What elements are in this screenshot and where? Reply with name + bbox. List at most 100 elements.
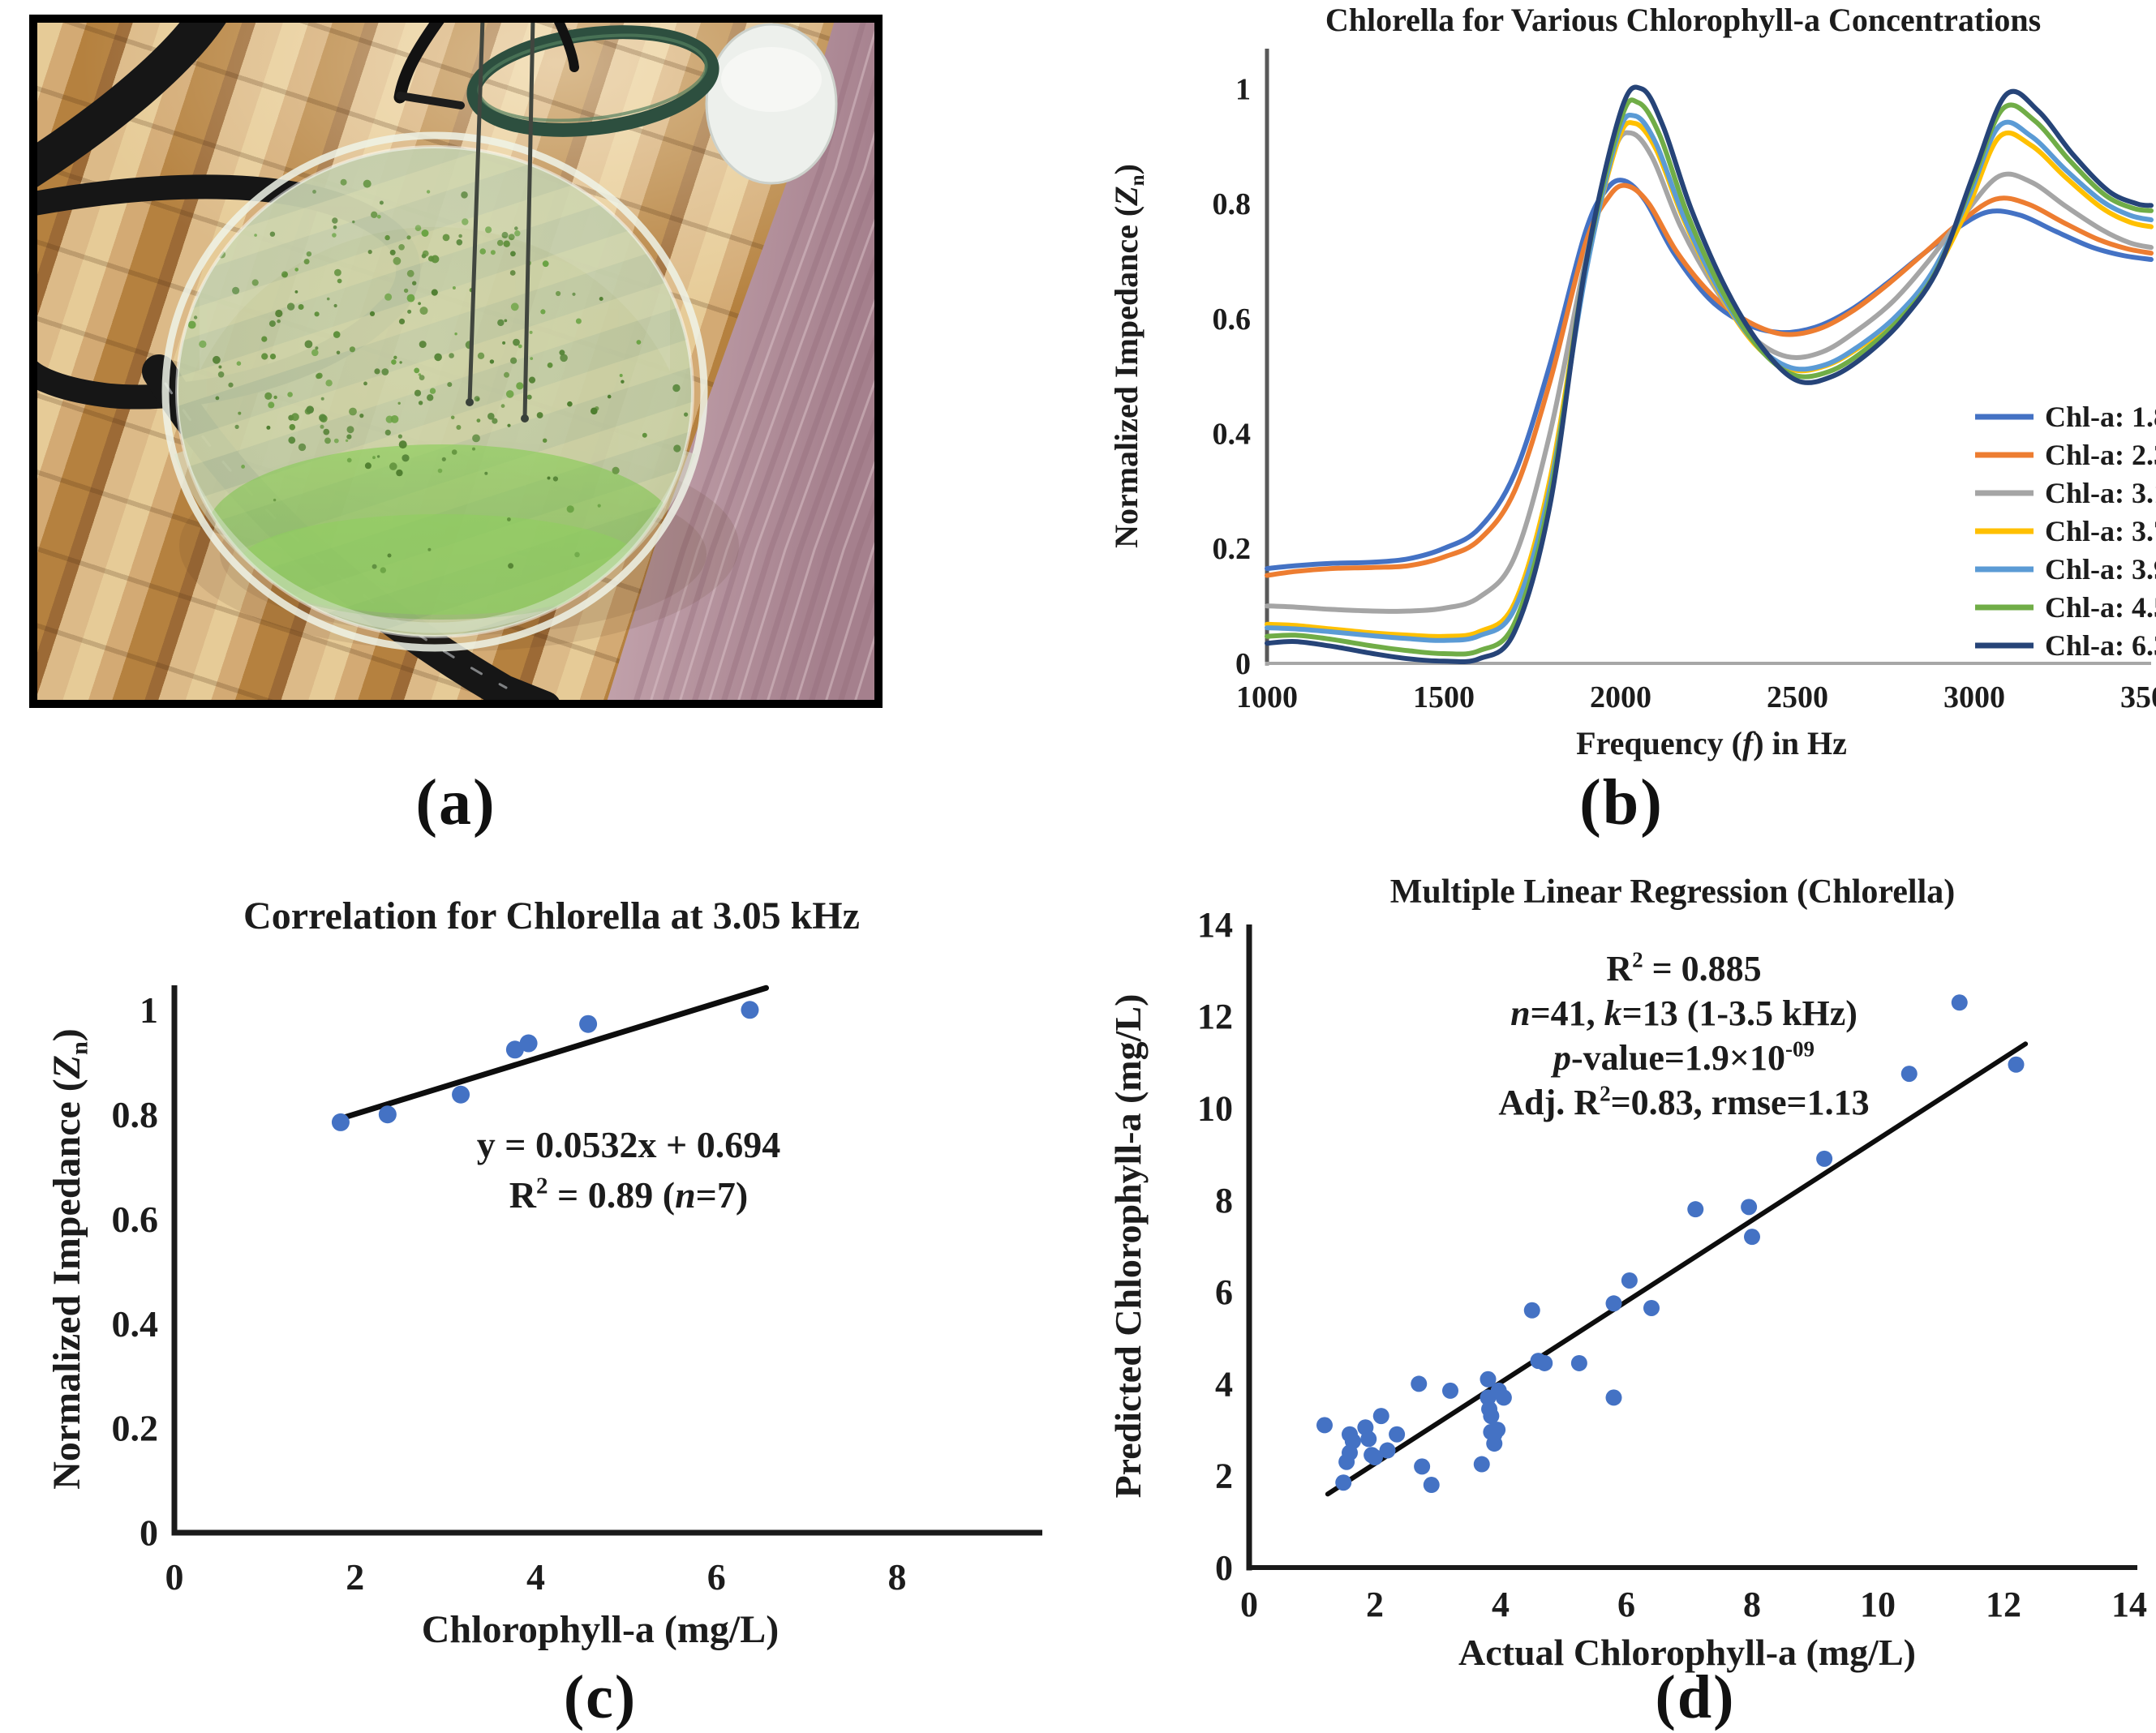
algae-dot bbox=[540, 309, 546, 315]
algae-dot bbox=[458, 234, 462, 238]
algae-dot bbox=[213, 355, 221, 364]
algae-dot bbox=[484, 471, 488, 475]
y-tick-label: 0.8 bbox=[1213, 187, 1252, 221]
algae-dot bbox=[273, 395, 277, 400]
annotation-line: R2 = 0.89 (n=7) bbox=[509, 1173, 748, 1216]
x-tick-label: 3000 bbox=[1943, 680, 2005, 714]
algae-dot bbox=[316, 372, 323, 379]
algae-dot bbox=[398, 440, 407, 449]
data-point bbox=[1442, 1382, 1458, 1399]
algae-dot bbox=[363, 381, 367, 386]
algae-dot bbox=[500, 404, 505, 408]
series-line-0 bbox=[1265, 178, 2154, 572]
algae-dot bbox=[510, 302, 519, 311]
fabric-rib bbox=[663, 74, 874, 700]
algae-dot bbox=[314, 311, 320, 317]
algae-dot bbox=[528, 376, 536, 384]
algae-dot bbox=[496, 239, 504, 247]
data-point bbox=[1372, 1408, 1389, 1425]
algae-dot bbox=[398, 244, 405, 251]
algae-dot bbox=[291, 413, 299, 422]
fabric-rib-highlight bbox=[767, 380, 874, 700]
algae-dot bbox=[427, 394, 434, 401]
data-point bbox=[1570, 1354, 1587, 1371]
algae-dot bbox=[422, 250, 429, 257]
data-point bbox=[1489, 1422, 1506, 1439]
algae-dot bbox=[560, 354, 568, 362]
data-point bbox=[1523, 1302, 1540, 1319]
algae-dot bbox=[462, 218, 469, 225]
algae-dot bbox=[418, 401, 423, 405]
algae-dot bbox=[294, 290, 298, 294]
annotation-line: R2 = 0.885 bbox=[1606, 947, 1761, 989]
algae-dot bbox=[485, 226, 492, 234]
x-tick-label: 0 bbox=[165, 1556, 184, 1598]
data-point bbox=[1900, 1066, 1918, 1083]
data-point bbox=[1621, 1272, 1638, 1289]
data-point bbox=[1414, 1458, 1431, 1475]
dish-contents bbox=[177, 147, 693, 637]
algae-dot bbox=[387, 553, 392, 558]
data-point bbox=[1536, 1354, 1553, 1371]
y-axis-label: Predicted Chlorophyll-a (mg/L) bbox=[1107, 994, 1149, 1499]
y-tick-label: 0.2 bbox=[1213, 532, 1252, 566]
data-point bbox=[1480, 1371, 1497, 1388]
algae-dot bbox=[419, 341, 427, 349]
clip-jaw-right bbox=[554, 23, 579, 72]
y-tick-label: 6 bbox=[1215, 1272, 1233, 1312]
algae-dot bbox=[447, 382, 453, 388]
algae-dot bbox=[399, 361, 402, 364]
algae-dot bbox=[374, 368, 380, 375]
algae-dot bbox=[345, 439, 349, 442]
data-point bbox=[519, 1034, 538, 1053]
algae-dot bbox=[567, 401, 573, 407]
algae-dot bbox=[315, 346, 319, 350]
algae-dot bbox=[254, 234, 257, 237]
algae-dot bbox=[384, 234, 390, 241]
algae-dot bbox=[398, 318, 406, 324]
data-point bbox=[1744, 1229, 1760, 1246]
x-tick-label: 12 bbox=[1986, 1585, 2021, 1624]
series-line-4 bbox=[1265, 113, 2154, 643]
algae-dot bbox=[621, 380, 625, 384]
algae-dot bbox=[346, 426, 354, 434]
series-line-1 bbox=[1265, 182, 2154, 578]
algae-dot bbox=[389, 249, 396, 255]
pink-fabric bbox=[607, 23, 874, 700]
algae-dot bbox=[437, 468, 443, 474]
algae-dot bbox=[543, 438, 548, 443]
algae-dot bbox=[451, 449, 457, 455]
algae-dot bbox=[311, 349, 319, 357]
panel-a-photo bbox=[29, 15, 883, 708]
algae-dot bbox=[476, 418, 481, 423]
algae-dot bbox=[306, 405, 315, 414]
y-tick-label: 2 bbox=[1215, 1456, 1233, 1496]
algae-dot bbox=[287, 392, 293, 397]
algae-dot bbox=[509, 270, 516, 276]
algae-dot bbox=[384, 293, 393, 301]
data-point bbox=[331, 1113, 350, 1131]
algae-dot bbox=[241, 465, 245, 469]
algae-dot bbox=[597, 504, 601, 508]
algae-dot bbox=[508, 234, 515, 241]
algae-dot bbox=[380, 567, 386, 573]
petri-dish bbox=[161, 131, 708, 652]
algae-dot bbox=[505, 390, 514, 398]
y-axis-label: Normalized Impedance (Zn) bbox=[45, 1028, 93, 1490]
algae-dot bbox=[333, 225, 337, 229]
x-tick-label: 14 bbox=[2111, 1585, 2147, 1624]
algae-dot bbox=[393, 256, 402, 265]
algae-dot bbox=[514, 226, 518, 230]
algae-dot bbox=[218, 365, 222, 369]
algae-dot bbox=[261, 336, 268, 342]
algae-dot bbox=[502, 341, 506, 345]
algae-speckles bbox=[187, 178, 689, 573]
x-tick-label: 0 bbox=[1240, 1585, 1258, 1624]
fabric-rib-highlight bbox=[796, 461, 874, 700]
green-wire-loop bbox=[466, 25, 719, 137]
algae-dot bbox=[547, 362, 553, 368]
trendline bbox=[1325, 1041, 2029, 1497]
data-point bbox=[1335, 1474, 1352, 1491]
algae-dot bbox=[406, 269, 414, 277]
panel-c-label: (c) bbox=[563, 1663, 638, 1731]
